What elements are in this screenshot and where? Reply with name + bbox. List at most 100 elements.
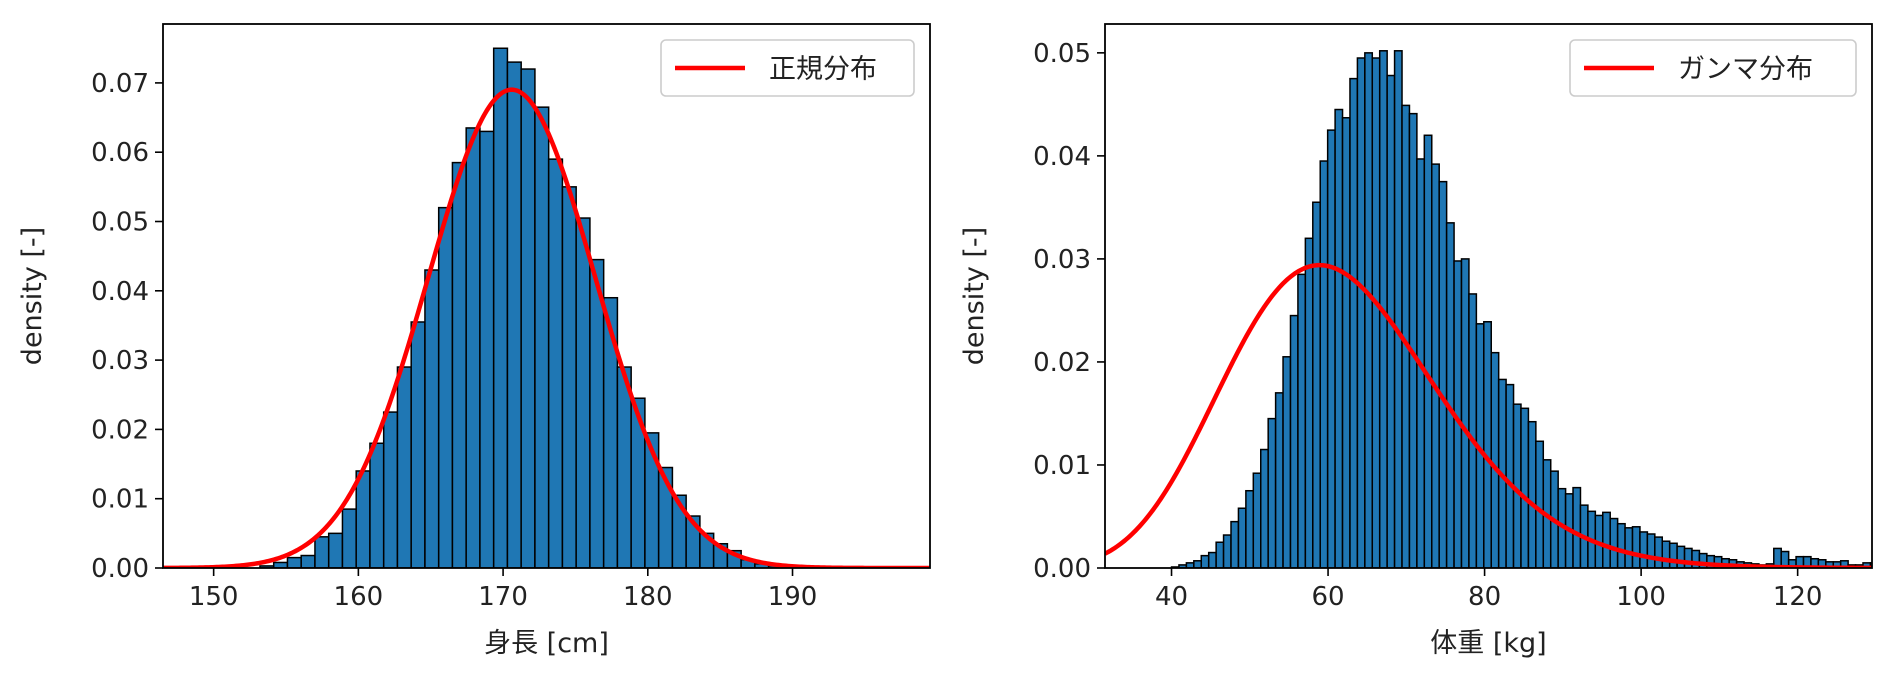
- x-tick-label: 190: [768, 582, 818, 612]
- histogram-bar: [1654, 536, 1664, 568]
- histogram-bar: [1245, 489, 1255, 568]
- histogram-bar: [1289, 314, 1299, 568]
- histogram-bar: [479, 130, 495, 568]
- histogram-bar: [314, 536, 330, 568]
- histogram-bar: [1624, 527, 1634, 568]
- histogram-bar: [1505, 383, 1515, 568]
- histogram-bar: [1371, 57, 1381, 568]
- histogram-bar: [1297, 273, 1307, 568]
- histogram-bar: [1408, 112, 1418, 568]
- y-tick-label: 0.03: [1033, 245, 1091, 275]
- histogram-bar: [355, 470, 371, 568]
- histogram-bar: [1639, 531, 1649, 568]
- histogram-bar: [1885, 562, 1892, 568]
- histogram-bar: [1349, 77, 1359, 568]
- histogram-bar: [1631, 526, 1641, 568]
- chart-panel-1: 150 160 170 180 190 0.00 0.01 0.02 0.03 0.04 0.05 0…: [17, 23, 931, 659]
- histogram-bar: [1602, 511, 1611, 568]
- y-axis-label: density [-]: [959, 227, 990, 365]
- histogram-bar: [1520, 407, 1530, 568]
- y-tick-label: 0.01: [91, 485, 149, 515]
- y-tick-label: 0.00: [91, 554, 149, 584]
- histogram-bar: [327, 532, 344, 568]
- histogram-bar: [300, 554, 316, 568]
- histogram-bar: [1312, 201, 1321, 568]
- histogram-bar: [1326, 129, 1336, 568]
- y-tick-label: 0.05: [91, 208, 149, 238]
- histogram-bar: [1222, 534, 1232, 568]
- histogram-bar: [1668, 542, 1678, 568]
- legend-label: 正規分布: [769, 54, 877, 85]
- x-tick-label: 100: [1616, 582, 1666, 612]
- histogram-bar: [451, 161, 467, 568]
- histogram-bar: [382, 411, 399, 568]
- fit-curve-normal: [163, 87, 930, 568]
- histogram-bar: [561, 186, 577, 568]
- chart-panel-2: 40 60 80 100 120 0.00 0.01 0.02 0.03 0.04 0.05 体重 […: [959, 23, 1892, 659]
- x-axis-label: 体重 [kg]: [1430, 628, 1546, 659]
- y-tick-label: 0.04: [1033, 142, 1091, 172]
- histogram-bar: [1334, 108, 1344, 568]
- x-tick-label: 120: [1773, 582, 1823, 612]
- histogram-bar: [1535, 440, 1545, 568]
- histogram-bar: [1393, 50, 1403, 568]
- x-tick-label: 160: [334, 582, 384, 612]
- histogram-bar: [341, 508, 357, 568]
- histogram-bar: [1572, 486, 1582, 568]
- histogram-bar: [492, 47, 509, 568]
- x-tick-label: 170: [478, 582, 528, 612]
- legend: 正規分布: [660, 39, 915, 97]
- histogram-bar: [1878, 564, 1885, 568]
- histogram-bar: [1260, 448, 1269, 568]
- y-tick-label: 0.01: [1033, 451, 1091, 481]
- x-tick-label: 60: [1312, 582, 1345, 612]
- y-tick-label: 0.04: [91, 277, 149, 307]
- legend: ガンマ分布: [1569, 39, 1857, 97]
- histogram-bar: [1282, 356, 1292, 568]
- histogram-bar: [1193, 560, 1203, 568]
- x-tick-label: 180: [623, 582, 673, 612]
- y-axis-label: density [-]: [17, 227, 48, 365]
- histogram-bar: [616, 366, 632, 568]
- histogram-bar: [1207, 551, 1217, 568]
- x-axis-label: 身長 [cm]: [484, 628, 609, 659]
- histogram-bar: [424, 269, 440, 568]
- x-tick-label: 40: [1155, 582, 1188, 612]
- histogram-bar: [1460, 258, 1470, 568]
- histogram-bar: [1609, 517, 1619, 568]
- histogram-bar: [1445, 222, 1455, 568]
- fit-curve-gamma: [1105, 262, 1872, 568]
- histogram-bar: [534, 106, 550, 568]
- histogram-bar: [506, 61, 522, 568]
- x-tick-label: 80: [1468, 582, 1501, 612]
- histogram-bar: [1616, 522, 1626, 568]
- y-tick-label: 0.03: [91, 346, 149, 376]
- histogram-bar: [465, 127, 481, 568]
- axes-frame: [1104, 23, 1873, 569]
- y-tick-label: 0.06: [91, 138, 149, 168]
- histogram-bar: [1341, 117, 1351, 568]
- legend-label: ガンマ分布: [1678, 54, 1813, 85]
- histogram-bar: [410, 321, 426, 568]
- histogram-bar: [1364, 52, 1374, 568]
- histogram-bar: [1527, 420, 1537, 568]
- axes-frame: [162, 23, 931, 569]
- histogram-bar: [1423, 134, 1433, 568]
- histogram-bar: [1483, 321, 1492, 568]
- histogram-bar: [1438, 180, 1448, 568]
- histogram-bar: [1252, 472, 1262, 568]
- x-tick-label: 150: [189, 582, 239, 612]
- histogram-bar: [1230, 520, 1240, 568]
- histogram-bar: [1304, 237, 1314, 568]
- histogram-bar: [1237, 507, 1247, 568]
- y-tick-label: 0.00: [1033, 554, 1091, 584]
- histogram-bar: [1468, 293, 1478, 568]
- histogram-bar: [1490, 351, 1500, 568]
- histogram-bar: [396, 366, 412, 568]
- histogram-bar: [1676, 545, 1686, 568]
- histogram-bar: [1267, 417, 1277, 568]
- y-tick-label: 0.02: [91, 415, 149, 445]
- histogram-bars: [1170, 50, 1892, 568]
